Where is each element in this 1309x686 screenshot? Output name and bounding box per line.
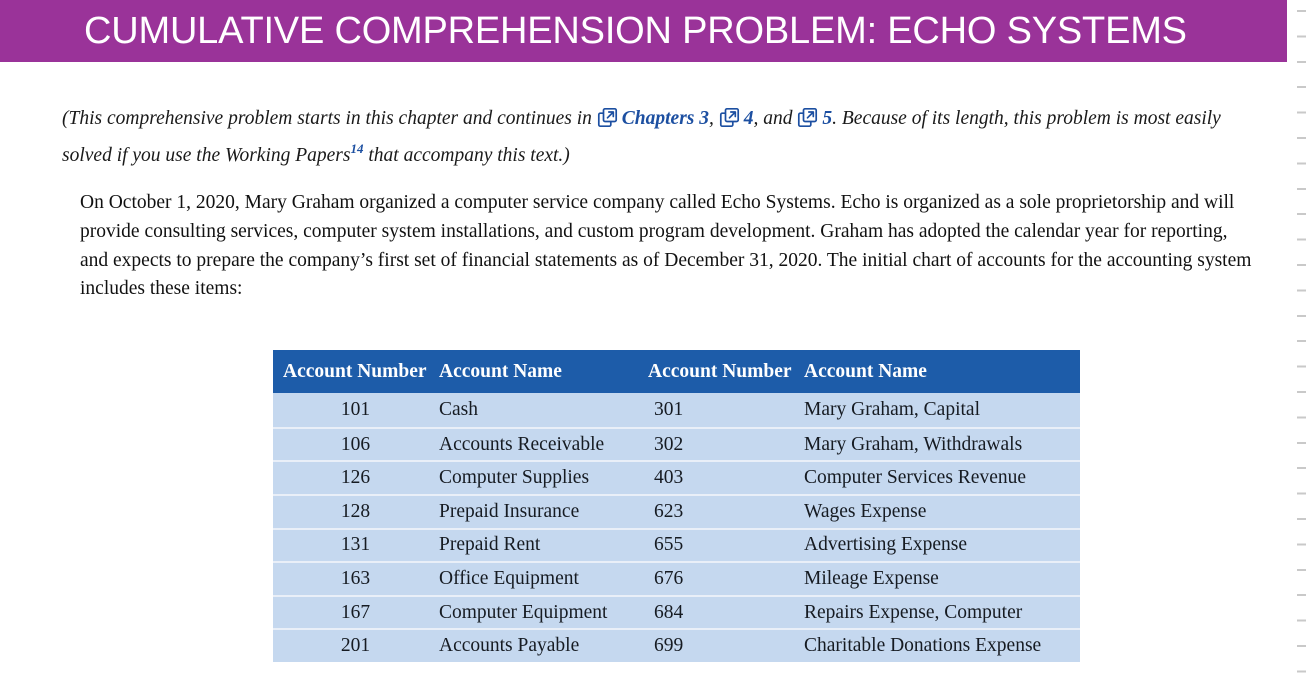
chapter-4-link-label: 4 <box>743 108 754 129</box>
table-row: 126 Computer Supplies 403 Computer Servi… <box>273 460 1080 494</box>
chapter-5-link[interactable]: 5 <box>797 107 833 129</box>
table-row: 101 Cash 301 Mary Graham, Capital <box>273 393 1080 427</box>
account-number-cell: 126 <box>340 467 371 489</box>
intro-text-2: Because of its length, this problem is m… <box>62 108 1221 166</box>
column-header-account-number-1: Account Number <box>283 360 427 382</box>
external-link-icon <box>798 107 818 128</box>
account-number-cell: 403 <box>654 467 684 489</box>
header-banner: CUMULATIVE COMPREHENSION PROBLEM: ECHO S… <box>0 0 1287 62</box>
page-title: CUMULATIVE COMPREHENSION PROBLEM: ECHO S… <box>84 10 1187 52</box>
problem-description-paragraph: On October 1, 2020, Mary Graham organize… <box>80 192 1252 300</box>
account-number-cell: 302 <box>654 433 684 455</box>
table-body: 101 Cash 301 Mary Graham, Capital 106 Ac… <box>273 393 1080 662</box>
account-name-cell: Accounts Payable <box>439 635 580 657</box>
account-number-cell: 106 <box>340 433 371 455</box>
table-header-row: Account Number Account Name Account Numb… <box>273 350 1080 394</box>
account-number-cell: 684 <box>654 601 684 623</box>
external-link-icon <box>719 107 739 128</box>
account-name-cell: Computer Services Revenue <box>804 467 1027 489</box>
table-row: 106 Accounts Receivable 302 Mary Graham,… <box>273 426 1080 461</box>
account-number-cell: 163 <box>340 567 371 589</box>
table-row: 167 Computer Equipment 684 Repairs Expen… <box>273 594 1080 629</box>
intro-separator-2: , and <box>753 108 798 129</box>
column-header-account-name-2: Account Name <box>804 360 927 382</box>
account-name-cell: Mary Graham, Withdrawals <box>804 433 1023 455</box>
account-name-cell: Computer Supplies <box>439 467 590 489</box>
account-number-cell: 301 <box>654 398 684 420</box>
chapter-5-link-label: 5 <box>822 108 833 129</box>
chart-of-accounts-table: Account Number Account Name Account Numb… <box>273 350 1080 662</box>
account-name-cell: Mileage Expense <box>804 567 939 589</box>
account-number-cell: 676 <box>654 567 684 589</box>
external-link-icon <box>597 107 617 128</box>
account-name-cell: Advertising Expense <box>804 534 968 556</box>
account-number-cell: 655 <box>654 534 684 556</box>
account-number-cell: 699 <box>654 635 684 657</box>
account-name-cell: Mary Graham, Capital <box>804 398 980 420</box>
account-number-cell: 201 <box>340 635 371 657</box>
account-name-cell: Prepaid Insurance <box>439 500 580 522</box>
account-name-cell: Prepaid Rent <box>439 534 541 556</box>
intro-paragraph: (This comprehensive problem starts in th… <box>62 100 1272 175</box>
chapter-4-link[interactable]: 4 <box>719 107 754 129</box>
account-name-cell: Wages Expense <box>804 500 927 522</box>
table-row: 128 Prepaid Insurance 623 Wages Expense <box>273 493 1080 528</box>
chapter-3-link-label: Chapters 3 <box>621 108 709 129</box>
intro-separator-1: , <box>709 108 719 129</box>
account-number-cell: 128 <box>340 500 371 522</box>
column-header-account-number-2: Account Number <box>648 360 792 382</box>
account-number-cell: 101 <box>340 398 371 420</box>
account-name-cell: Office Equipment <box>439 567 579 589</box>
table-row: 163 Office Equipment 676 Mileage Expense <box>273 561 1080 595</box>
intro-text-3: that accompany this text.) <box>363 145 570 166</box>
table-row: 131 Prepaid Rent 655 Advertising Expense <box>273 527 1080 562</box>
account-number-cell: 167 <box>340 601 371 623</box>
account-number-cell: 623 <box>654 500 684 522</box>
account-name-cell: Charitable Donations Expense <box>804 635 1042 657</box>
account-name-cell: Accounts Receivable <box>439 433 605 455</box>
account-name-cell: Repairs Expense, Computer <box>804 601 1023 623</box>
intro-text-1: (This comprehensive problem starts in th… <box>62 108 597 129</box>
account-name-cell: Cash <box>439 398 478 420</box>
intro-separator-3: . <box>832 108 842 129</box>
chapter-3-link[interactable]: Chapters 3 <box>597 107 709 129</box>
content: (This comprehensive problem starts in th… <box>0 100 1309 662</box>
footnote-14-link[interactable]: 14 <box>350 141 364 156</box>
page-edge-tick-marks <box>1297 0 1306 686</box>
column-header-account-name-1: Account Name <box>439 360 562 382</box>
account-number-cell: 131 <box>340 534 371 556</box>
table-row: 201 Accounts Payable 699 Charitable Dona… <box>273 628 1080 662</box>
account-name-cell: Computer Equipment <box>439 601 608 623</box>
